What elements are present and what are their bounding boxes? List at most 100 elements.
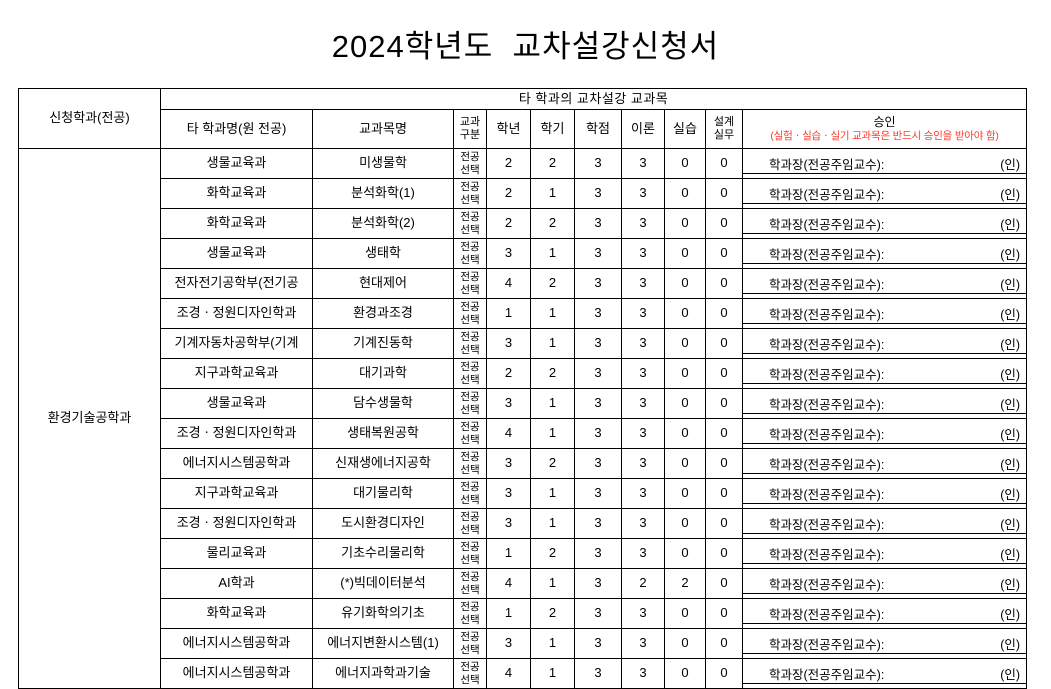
cell-approval[interactable]: 학과장(전공주임교수): (인) [741,208,1028,239]
cell-design-practice: 0 [705,208,743,239]
approval-signature-line[interactable]: 학과장(전공주임교수): (인) [743,214,1027,234]
cell-grade-year: 2 [486,358,531,389]
cell-course-division: 전공 선택 [453,478,487,509]
cell-approval[interactable]: 학과장(전공주임교수): (인) [741,148,1028,179]
approval-signature-line[interactable]: 학과장(전공주임교수): (인) [743,184,1027,204]
cell-practice: 0 [664,418,706,449]
cell-approval[interactable]: 학과장(전공주임교수): (인) [741,268,1028,299]
approval-signature-line[interactable]: 학과장(전공주임교수): (인) [743,604,1027,624]
approval-signature-line[interactable]: 학과장(전공주임교수): (인) [743,574,1027,594]
approval-signature-line[interactable]: 학과장(전공주임교수): (인) [743,394,1027,414]
cell-course-division: 전공 선택 [453,328,487,359]
cell-course-division-line2: 선택 [460,643,480,656]
cell-approval[interactable]: 학과장(전공주임교수): (인) [741,538,1028,569]
approval-signature-line[interactable]: 학과장(전공주임교수): (인) [743,424,1027,444]
table-row: 화학교육과 분석화학(2) 전공 선택 2 2 3 3 0 0 학과장(전공주임교수): (인) [19,208,1028,239]
cell-course-division-line2: 선택 [460,223,480,236]
approval-signature-line[interactable]: 학과장(전공주임교수): (인) [743,634,1027,654]
cell-course-division-line2: 선택 [460,613,480,626]
cell-semester: 1 [530,238,575,269]
cell-grade-year: 2 [486,178,531,209]
approval-label: 학과장(전공주임교수): [769,158,885,173]
cell-design-practice: 0 [705,238,743,269]
approval-label: 학과장(전공주임교수): [769,548,885,563]
cell-theory: 3 [621,178,665,209]
cell-approval[interactable]: 학과장(전공주임교수): (인) [741,238,1028,269]
cell-course-division-line2: 선택 [460,343,480,356]
cell-course-division: 전공 선택 [453,418,487,449]
cell-other-dept: AI학과 [160,568,313,599]
cell-course-division-line1: 전공 [460,331,480,344]
cell-approval[interactable]: 학과장(전공주임교수): (인) [741,418,1028,449]
cell-approval[interactable]: 학과장(전공주임교수): (인) [741,448,1028,479]
approval-signature-line[interactable]: 학과장(전공주임교수): (인) [743,454,1027,474]
cell-course-division-line1: 전공 [460,631,480,644]
approval-label: 학과장(전공주임교수): [769,428,885,443]
approval-label: 학과장(전공주임교수): [769,398,885,413]
approval-seal-mark: (인) [1000,158,1021,173]
cell-approval[interactable]: 학과장(전공주임교수): (인) [741,658,1028,689]
cell-course-division-line2: 선택 [460,403,480,416]
cell-credits: 3 [574,388,622,419]
cell-course-division-line2: 선택 [460,583,480,596]
cell-credits: 3 [574,658,622,689]
cell-course-division-line2: 선택 [460,193,480,206]
cell-semester: 1 [530,658,575,689]
cell-practice: 0 [664,628,706,659]
cell-design-practice: 0 [705,478,743,509]
cell-approval[interactable]: 학과장(전공주임교수): (인) [741,478,1028,509]
table-row: 물리교육과 기초수리물리학 전공 선택 1 2 3 3 0 0 학과장(전공주임교수): (인) [19,538,1028,569]
approval-signature-line[interactable]: 학과장(전공주임교수): (인) [743,334,1027,354]
approval-signature-line[interactable]: 학과장(전공주임교수): (인) [743,244,1027,264]
cell-approval[interactable]: 학과장(전공주임교수): (인) [741,328,1028,359]
cell-course-name: 유기화학의기초 [312,598,454,629]
cell-semester: 1 [530,298,575,329]
cell-approval[interactable]: 학과장(전공주임교수): (인) [741,508,1028,539]
cell-credits: 3 [574,478,622,509]
cell-credits: 3 [574,358,622,389]
cell-approval[interactable]: 학과장(전공주임교수): (인) [741,178,1028,209]
cell-course-division-line2: 선택 [460,373,480,386]
cell-design-practice: 0 [705,358,743,389]
approval-seal-mark: (인) [1000,248,1021,263]
cell-grade-year: 2 [486,208,531,239]
cell-design-practice: 0 [705,148,743,179]
header-grade-year: 학년 [486,109,531,149]
approval-signature-line[interactable]: 학과장(전공주임교수): (인) [743,514,1027,534]
cell-approval[interactable]: 학과장(전공주임교수): (인) [741,628,1028,659]
cell-course-division: 전공 선택 [453,208,487,239]
approval-seal-mark: (인) [1000,608,1021,623]
header-theory: 이론 [621,109,665,149]
cell-other-dept: 조경ㆍ정원디자인학과 [160,418,313,449]
approval-signature-line[interactable]: 학과장(전공주임교수): (인) [743,664,1027,684]
cell-course-division-line1: 전공 [460,571,480,584]
cell-credits: 3 [574,148,622,179]
cell-other-dept: 지구과학교육과 [160,358,313,389]
approval-signature-line[interactable]: 학과장(전공주임교수): (인) [743,304,1027,324]
cell-approval[interactable]: 학과장(전공주임교수): (인) [741,358,1028,389]
cell-design-practice: 0 [705,388,743,419]
cell-practice: 0 [664,658,706,689]
cell-approval[interactable]: 학과장(전공주임교수): (인) [741,388,1028,419]
form-table-wrap: 신청학과(전공) 타 학과의 교차설강 교과목 타 학과명(원 전공) 교과목명… [18,88,1028,689]
approval-signature-line[interactable]: 학과장(전공주임교수): (인) [743,364,1027,384]
approval-signature-line[interactable]: 학과장(전공주임교수): (인) [743,274,1027,294]
header-course-division-line2: 구분 [459,129,481,141]
approval-signature-line[interactable]: 학과장(전공주임교수): (인) [743,544,1027,564]
cell-theory: 3 [621,238,665,269]
cell-semester: 2 [530,208,575,239]
cell-approval[interactable]: 학과장(전공주임교수): (인) [741,298,1028,329]
cell-practice: 0 [664,358,706,389]
cell-grade-year: 3 [486,328,531,359]
cell-approval[interactable]: 학과장(전공주임교수): (인) [741,598,1028,629]
approval-signature-line[interactable]: 학과장(전공주임교수): (인) [743,484,1027,504]
table-row: 화학교육과 유기화학의기초 전공 선택 1 2 3 3 0 0 학과장(전공주임교수): (인) [19,598,1028,629]
cell-semester: 1 [530,328,575,359]
approval-label: 학과장(전공주임교수): [769,308,885,323]
cell-design-practice: 0 [705,298,743,329]
approval-seal-mark: (인) [1000,668,1021,683]
cell-semester: 1 [530,418,575,449]
cell-approval[interactable]: 학과장(전공주임교수): (인) [741,568,1028,599]
approval-signature-line[interactable]: 학과장(전공주임교수): (인) [743,154,1027,174]
approval-label: 학과장(전공주임교수): [769,518,885,533]
